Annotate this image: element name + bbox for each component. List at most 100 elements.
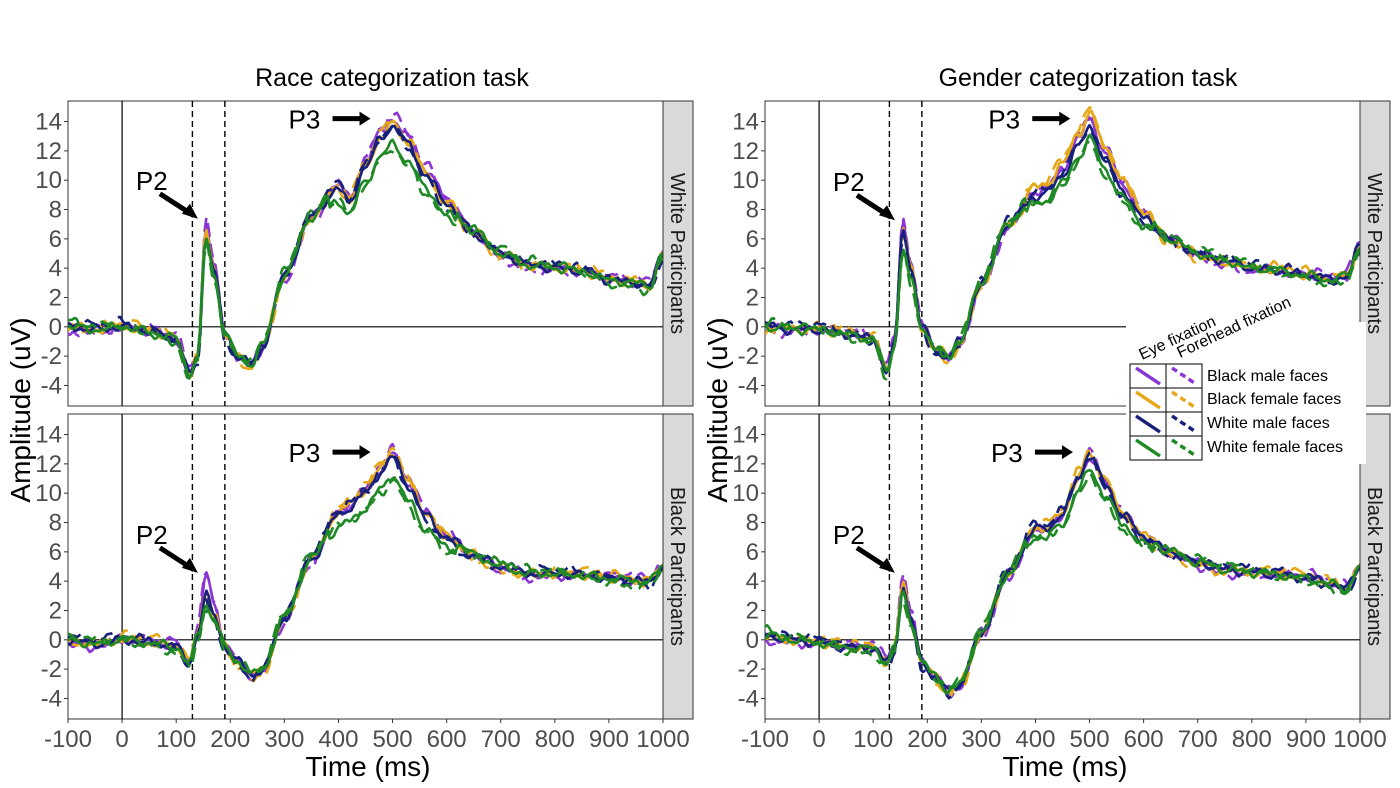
x-tick-label: 300 [264, 726, 304, 753]
y-tick-label: 10 [35, 167, 62, 194]
y-tick-label: 4 [49, 568, 62, 595]
y-tick-label: -4 [738, 685, 759, 712]
x-axis-label-right: Time (ms) [1003, 751, 1128, 782]
series-white-female-faces-forehead [68, 476, 663, 676]
x-tick-label: 0 [812, 726, 825, 753]
y-tick-label: 8 [746, 510, 759, 537]
legend-key-forehead [1171, 390, 1197, 410]
y-tick-label: 6 [746, 226, 759, 253]
p2-label: P2 [136, 520, 168, 550]
x-tick-label: 300 [961, 726, 1001, 753]
x-tick-label: 800 [1232, 726, 1272, 753]
series-group [765, 446, 1360, 700]
legend-label-white-male: White male faces [1207, 415, 1330, 432]
facet-strip [662, 100, 694, 407]
series-white-female-faces-forehead [68, 150, 663, 380]
p3-arrowhead [359, 445, 371, 460]
y-tick-label: -2 [41, 656, 62, 683]
y-tick-label: 8 [746, 197, 759, 224]
series-group [765, 106, 1360, 381]
series-group [68, 442, 663, 684]
legend-key-eye [1135, 414, 1161, 434]
x-tick-label: 0 [115, 726, 128, 753]
panel-title-gender: Gender categorization task [939, 64, 1238, 92]
legend-label-black-male: Black male faces [1207, 368, 1328, 385]
y-tick-label: -2 [738, 343, 759, 370]
x-tick-label: 1000 [1333, 726, 1386, 753]
series-black-male-faces-forehead [765, 117, 1360, 365]
x-tick-label: 200 [210, 726, 250, 753]
legend: Eye fixation Forehead fixation Black mal… [1126, 294, 1366, 464]
y-tick-label: -4 [41, 685, 62, 712]
p3-label: P3 [289, 105, 321, 135]
legend-keys [1129, 363, 1203, 461]
x-tick-label: 700 [1178, 726, 1218, 753]
y-tick-label: 8 [49, 510, 62, 537]
p2-label: P2 [833, 167, 865, 197]
facet-strip-label: White Participants [1363, 173, 1385, 334]
y-tick-label: 2 [746, 284, 759, 311]
p3-arrowhead [1059, 111, 1071, 126]
y-tick-label: 8 [49, 197, 62, 224]
y-tick-label: 4 [746, 255, 759, 282]
x-tick-label: 100 [853, 726, 893, 753]
y-tick-label: 14 [35, 422, 62, 449]
y-tick-label: 14 [35, 109, 62, 136]
y-tick-label: -2 [738, 656, 759, 683]
series-white-female-faces-forehead [765, 473, 1360, 690]
p2-arrowhead [878, 557, 895, 573]
p2-label: P2 [833, 520, 865, 550]
series-white-male-faces-eye [765, 123, 1360, 373]
x-tick-label: 600 [1124, 726, 1164, 753]
p3-arrowhead [359, 111, 371, 126]
p3-label: P3 [988, 105, 1020, 135]
y-tick-label: 4 [746, 568, 759, 595]
series-white-female-faces-eye [68, 478, 663, 674]
facet-strip-label: White Participants [666, 173, 688, 334]
legend-key-forehead [1171, 366, 1197, 386]
x-tick-label: 800 [535, 726, 575, 753]
legend-key-forehead [1171, 414, 1197, 434]
x-tick-label: 1000 [636, 726, 689, 753]
p2-arrowhead [181, 203, 198, 219]
y-tick-label: 0 [49, 314, 62, 341]
series-white-female-faces-forehead [765, 140, 1360, 381]
y-tick-label: 0 [746, 314, 759, 341]
y-tick-label: 12 [732, 451, 759, 478]
x-tick-label: 700 [481, 726, 521, 753]
y-tick-label: 4 [49, 255, 62, 282]
p2-arrowhead [181, 557, 198, 573]
y-tick-label: 6 [49, 539, 62, 566]
y-axis-label-left: Amplitude (uV) [5, 317, 36, 502]
y-tick-label: 12 [732, 138, 759, 165]
y-tick-label: 0 [746, 627, 759, 654]
y-axis-label-right: Amplitude (uV) [702, 317, 733, 502]
facet-strip [662, 413, 694, 720]
p2-arrowhead [878, 205, 895, 221]
x-tick-label: -100 [44, 726, 92, 753]
p3-label: P3 [289, 438, 321, 468]
x-tick-label: 100 [156, 726, 196, 753]
facet-strip-label: Black Participants [666, 487, 688, 646]
series-black-male-faces-forehead [68, 442, 663, 682]
x-tick-label: 500 [1070, 726, 1110, 753]
y-tick-label: 14 [732, 422, 759, 449]
legend-key-forehead [1171, 438, 1197, 458]
facet-strip [1359, 413, 1391, 720]
y-tick-label: -4 [738, 372, 759, 399]
y-tick-label: 12 [35, 451, 62, 478]
x-tick-label: 400 [318, 726, 358, 753]
y-tick-label: 2 [49, 284, 62, 311]
series-white-male-faces-forehead [68, 454, 663, 684]
y-tick-label: 2 [746, 597, 759, 624]
x-tick-label: 900 [1286, 726, 1326, 753]
y-tick-label: 2 [49, 597, 62, 624]
panel-title-race: Race categorization task [255, 64, 529, 92]
y-tick-label: 6 [746, 539, 759, 566]
series-group [68, 111, 663, 380]
